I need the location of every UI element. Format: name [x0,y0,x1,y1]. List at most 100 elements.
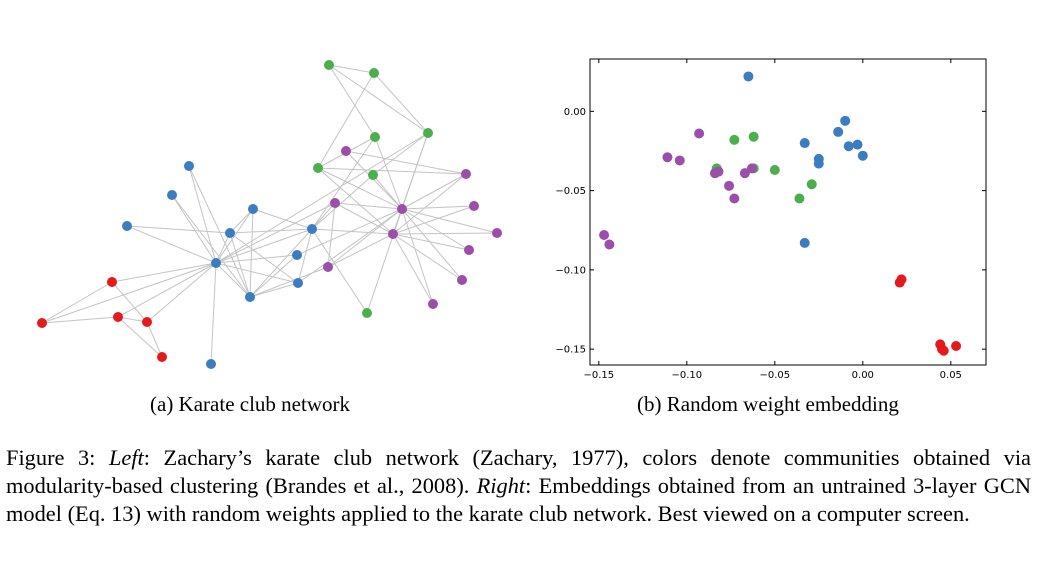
network-edge [392,233,470,251]
network-edge [297,228,313,284]
network-node-purple [469,201,479,211]
network-edge [229,208,254,234]
scatter-point-purple [694,128,705,139]
network-node-red [37,318,47,328]
scatter-point-blue [857,150,868,161]
network-node-purple [464,245,474,255]
network-edge [215,262,299,284]
network-node-red [107,277,117,287]
network-edge [146,321,163,358]
scatter-point-blue [743,71,754,82]
scatter-point-green [806,179,817,190]
network-edge [401,132,429,210]
network-node-blue [167,190,177,200]
network-node-blue [206,359,216,369]
scatter-point-purple [713,166,724,177]
network-edge [401,208,434,305]
network-edge [372,132,429,176]
network-edge [249,266,329,298]
network-edge [229,232,251,298]
network-edge [171,194,217,264]
scatter-point-blue [840,115,851,126]
network-edge [345,150,467,175]
network-node-blue [211,258,221,268]
network-edge [401,208,470,251]
network-edge [215,254,298,264]
network-edge [311,228,394,235]
network-node-red [113,312,123,322]
scatter-point-blue [833,126,844,137]
network-edge [401,208,498,234]
network-edge [392,173,467,235]
scatter-point-green [794,193,805,204]
network-node-purple [341,146,351,156]
network-edges [41,64,498,365]
network-edge [171,194,251,298]
scatter-point-purple [599,229,610,240]
network-edge [111,262,217,283]
network-edge [311,174,374,230]
caption-label: Figure 3: [6,445,109,470]
network-edge [311,228,368,314]
network-edge [328,64,375,74]
network-edge [249,228,313,298]
network-node-blue [292,250,302,260]
scatter-points [599,71,962,356]
network-node-blue [307,224,317,234]
network-node-purple [461,169,471,179]
subcaption-b: (b) Random weight embedding [637,392,899,416]
network-node-purple [397,204,407,214]
subcaption-a: (a) Karate club network [150,392,350,416]
network-node-green [369,68,379,78]
scatter-point-purple [739,168,750,179]
scatter-point-purple [604,239,615,250]
figure-caption: Figure 3: Left: Zachary’s karate club ne… [6,444,1031,528]
network-edge [111,281,148,323]
y-tick-label: −0.15 [555,345,586,356]
network-edge [328,64,429,134]
network-edge [392,233,434,305]
network-edge [249,208,254,298]
network-edge [328,64,376,138]
x-tick-label: 0.00 [852,370,874,381]
network-node-purple [388,229,398,239]
scatter-point-green [748,131,759,142]
scatter-point-purple [674,155,685,166]
x-tick-label: −0.05 [759,370,790,381]
network-edge [317,167,467,175]
network-edge [345,150,403,210]
scatter-point-red [894,277,905,288]
network-node-blue [245,292,255,302]
network-node-blue [184,161,194,171]
network-node-blue [225,228,235,238]
caption-text-2: : Embeddings obtained from an untrained … [6,473,1031,526]
network-edge [372,174,403,210]
network-edge [392,205,475,235]
network-edge [126,225,217,264]
network-edge [229,232,299,284]
network-edge [117,262,217,318]
network-node-red [157,352,167,362]
network-edge [249,282,299,298]
scatter-point-green [729,134,740,145]
network-edge [327,233,394,268]
network-edge [41,281,113,324]
network-node-green [313,163,323,173]
network-edge [188,165,251,298]
network-node-green [324,60,334,70]
scatter-point-blue [852,139,863,150]
caption-left-word: Left [108,445,144,470]
network-edge [334,202,394,235]
network-edge [252,208,313,230]
network-edge [41,262,217,324]
network-edge [229,228,313,234]
x-tick-label: −0.10 [671,370,702,381]
network-edge [392,233,463,281]
network-edge [215,262,251,298]
network-edge [296,208,403,256]
caption-right-word: Right [476,473,526,498]
network-edge [334,202,403,210]
network-edge [317,72,375,169]
network-edge [374,136,403,210]
